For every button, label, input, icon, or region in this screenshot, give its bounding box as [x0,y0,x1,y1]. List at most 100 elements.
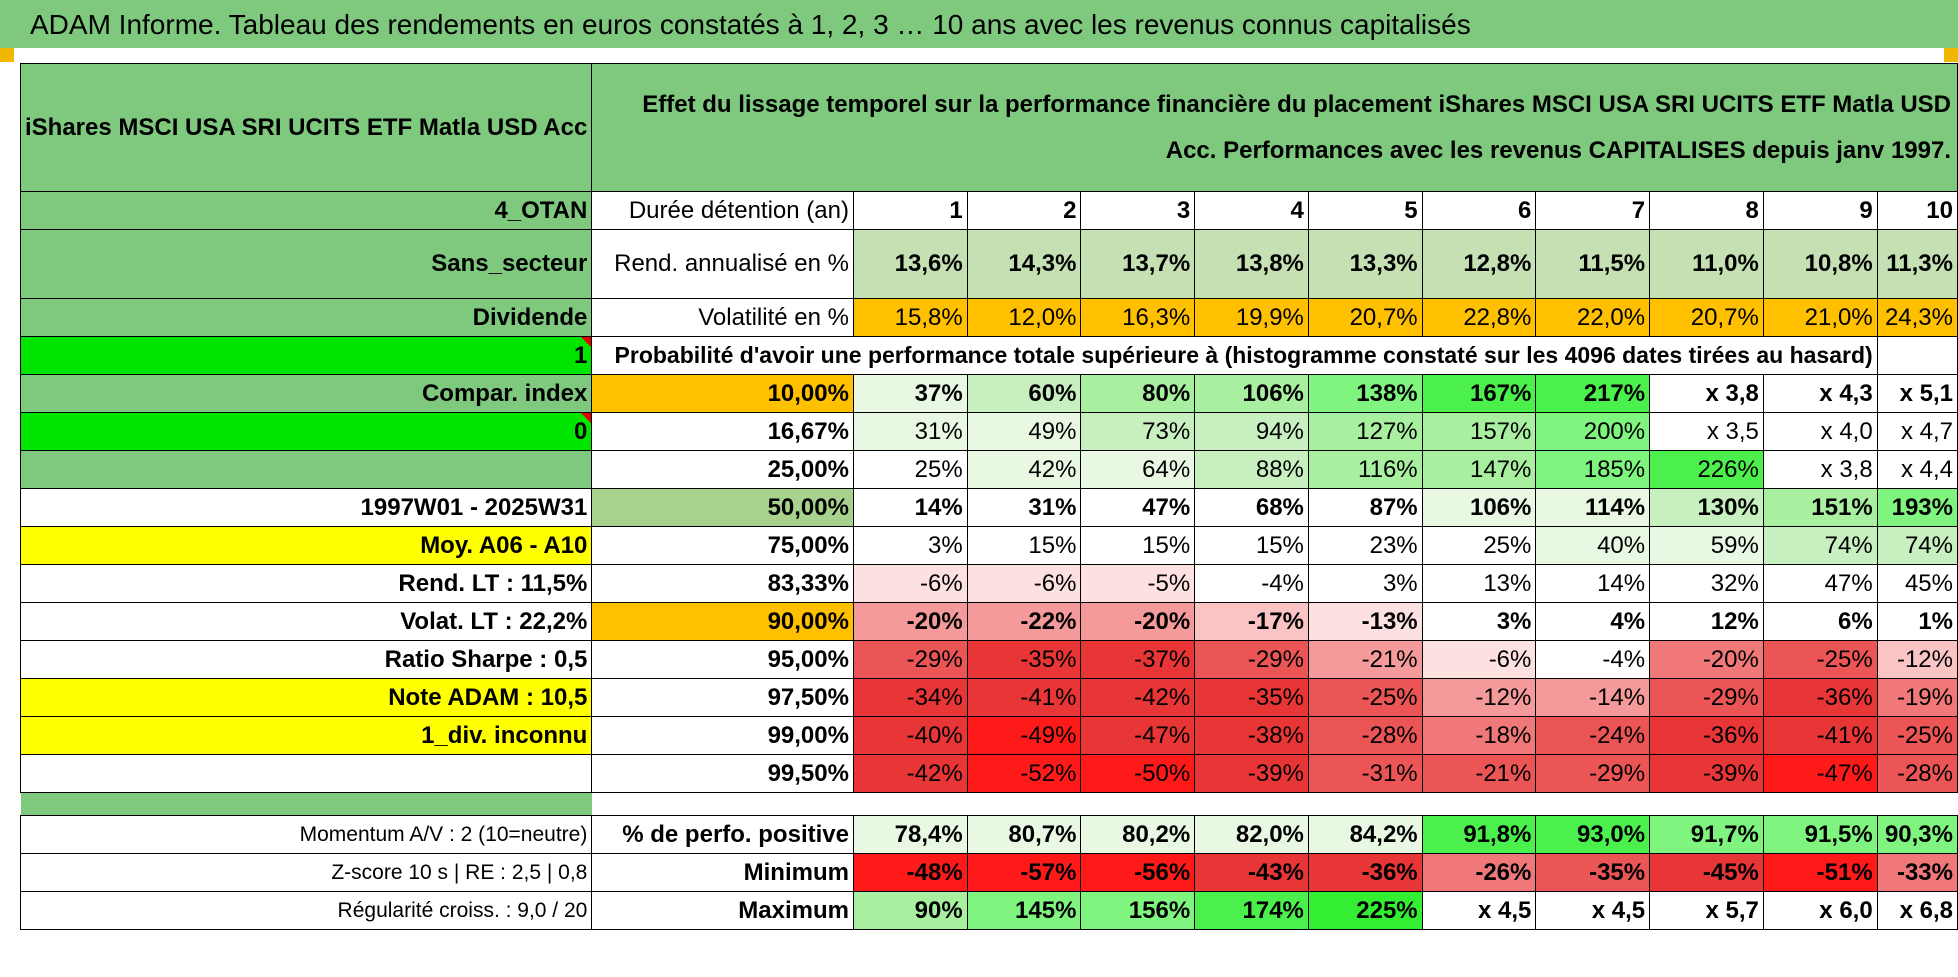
value-cell: 12,0% [966,298,1082,337]
value-cell: 14% [852,488,968,527]
value-cell: -19% [1876,678,1958,717]
value-cell: 19,9% [1194,298,1309,337]
value-cell: -20% [852,602,968,641]
row-label: 99,50% [591,754,854,793]
value-cell: x 3,8 [1762,450,1878,489]
value-cell: -36% [1762,678,1878,717]
value-cell: -26% [1421,853,1537,892]
value-cell: x 5,1 [1876,374,1958,413]
spacer-cell [592,793,1958,816]
value-cell: -41% [1762,716,1878,755]
value-cell: -4% [1535,640,1651,679]
value-cell: 47% [1762,564,1878,603]
value-cell: -39% [1649,754,1764,793]
table-row: Momentum A/V : 2 (10=neutre)% de perfo. … [19,815,1958,854]
value-cell: -14% [1535,678,1651,717]
value-cell: 88% [1194,450,1309,489]
value-cell: -12% [1876,640,1958,679]
value-cell: 37% [852,374,968,413]
value-cell: 157% [1421,412,1537,451]
value-cell: 22,8% [1421,298,1537,337]
value-cell: 106% [1194,374,1309,413]
value-cell: 94% [1194,412,1309,451]
value-cell: 68% [1194,488,1309,527]
value-cell: x 5,7 [1649,891,1764,930]
value-cell: 15,8% [852,298,968,337]
value-cell: 13,7% [1080,229,1196,299]
value-cell: 156% [1080,891,1196,930]
table-row: 99,50% -42% -52% -50% -39% -31% -21% -29% -39% -4… [19,754,1958,793]
value-cell: -25% [1762,640,1878,679]
value-cell: -6% [1421,640,1537,679]
value-cell: 59% [1649,526,1764,565]
value-cell: -28% [1876,754,1958,793]
value-cell: -6% [966,564,1082,603]
value-cell: 25% [1421,526,1537,565]
value-cell: 80,7% [966,815,1082,854]
value-cell: 40% [1535,526,1651,565]
value-cell: 114% [1535,488,1651,527]
row-label: 83,33% [591,564,854,603]
value-cell: -43% [1194,853,1309,892]
table-row: Rend. LT : 11,5% 83,33% -6% -6% -5% -4% 3% 13% 1… [19,564,1958,603]
value-cell: 73% [1080,412,1196,451]
value-cell: -20% [1080,602,1196,641]
value-cell: 22,0% [1535,298,1651,337]
value-cell: 185% [1535,450,1651,489]
value-cell: -39% [1194,754,1309,793]
value-cell: 147% [1421,450,1537,489]
value-cell: 130% [1649,488,1764,527]
row-label: % de perfo. positive [591,815,854,854]
value-cell: 5 [1307,191,1423,230]
value-cell: -36% [1307,853,1423,892]
value-cell: -25% [1876,716,1958,755]
row-label: 16,67% [591,412,854,451]
value-cell: 174% [1194,891,1309,930]
row-label: Durée détention (an) [591,191,854,230]
value-cell: x 3,8 [1649,374,1764,413]
value-cell: 6 [1421,191,1537,230]
value-cell: -34% [852,678,968,717]
value-cell: -47% [1762,754,1878,793]
value-cell: -12% [1421,678,1537,717]
value-cell: 11,5% [1535,229,1651,299]
value-cell: 60% [966,374,1082,413]
value-cell: 200% [1535,412,1651,451]
value-cell: 24,3% [1876,298,1958,337]
value-cell: -35% [1194,678,1309,717]
value-cell: 15% [1080,526,1196,565]
title-banner: ADAM Informe. Tableau des rendements en … [0,0,1958,48]
value-cell: -47% [1080,716,1196,755]
value-cell: 31% [966,488,1082,527]
table-row: 1997W01 - 2025W31 50,00% 14% 31% 47% 68% 87% 10… [19,488,1958,527]
value-cell: 15% [1194,526,1309,565]
value-cell: -57% [966,853,1082,892]
table-row: Compar. index 10,00% 37% 60% 80% 106% 138% 167%… [19,374,1958,413]
table-row: 1 Probabilité d'avoir une performance tot… [19,336,1958,375]
value-cell: 78,4% [852,815,968,854]
value-cell: 84,2% [1307,815,1423,854]
value-cell: 217% [1535,374,1651,413]
value-cell: 106% [1421,488,1537,527]
value-cell: 74% [1762,526,1878,565]
left-corner-marker [0,48,14,62]
table-row: 4_OTAN Durée détention (an) 1 2 3 4 5 6 7 8 9 10 [19,191,1958,230]
row-side-label: 1997W01 - 2025W31 [19,488,593,527]
value-cell: -18% [1421,716,1537,755]
value-cell: 32% [1649,564,1764,603]
value-cell: x 4,5 [1535,891,1651,930]
row-side-label [19,450,593,489]
value-cell: 74% [1876,526,1958,565]
fund-name: iShares MSCI USA SRI UCITS ETF Matla USD… [19,63,593,192]
value-cell: x 4,7 [1876,412,1958,451]
value-cell: 193% [1876,488,1958,527]
value-cell: 145% [966,891,1082,930]
value-cell: 226% [1649,450,1764,489]
row-label: 90,00% [591,602,854,641]
value-cell: 47% [1080,488,1196,527]
value-cell: -37% [1080,640,1196,679]
row-label: Volatilité en % [591,298,854,337]
value-cell: -49% [966,716,1082,755]
value-cell: 1 [852,191,968,230]
value-cell: -17% [1194,602,1309,641]
